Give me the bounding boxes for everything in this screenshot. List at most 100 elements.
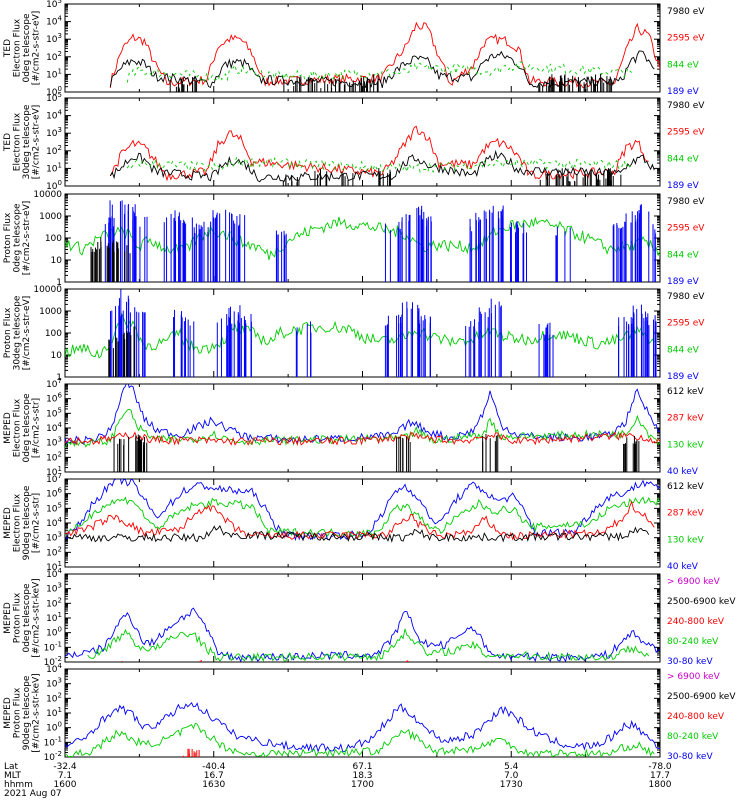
- y-tick-label: 101: [46, 560, 62, 573]
- y-axis-label-line: TED: [3, 133, 13, 152]
- tick-exponent: 2: [58, 545, 62, 553]
- y-axis-label-line: 0deg telescope: [22, 13, 32, 83]
- tick-exponent: 2: [58, 691, 62, 699]
- y-tick-label: 103: [46, 32, 62, 45]
- x-tick-label-lat: 5.4: [504, 762, 519, 772]
- plot-area: [65, 479, 660, 543]
- y-tick-label: 10-2: [44, 750, 62, 763]
- tick-base: 10: [46, 147, 58, 157]
- tick-exponent: 1: [58, 67, 62, 75]
- tick-exponent: 1: [58, 560, 62, 568]
- tick-base: 10: [46, 519, 58, 529]
- y-tick-label: 106: [46, 392, 62, 405]
- y-axis-label-line: [#/cm2-s-str-keV]: [32, 578, 42, 657]
- y-axis-label: MEPED Electron Flux 0deg telescope [#/cm2-s…: [3, 393, 42, 463]
- x-row-label: Lat: [4, 762, 19, 772]
- y-tick-label: 100: [46, 179, 62, 192]
- y-axis-label-line: MEPED: [3, 507, 13, 539]
- tick-exponent: 4: [58, 662, 63, 670]
- plot-area: [65, 289, 657, 377]
- y-tick-label: 100: [45, 234, 62, 244]
- series-2: [65, 496, 660, 539]
- legend-entry: 189 eV: [667, 372, 700, 382]
- tick-base: 10: [46, 0, 58, 10]
- tick-base: 10: [46, 129, 58, 139]
- y-tick-label: 101: [46, 611, 62, 624]
- y-tick-label: 10-1: [44, 640, 62, 653]
- y-axis-label-line: [#/cm2-s-str]: [32, 398, 42, 458]
- x-tick-label-hhmm: 1700: [351, 780, 374, 790]
- y-axis-label-line: Proton Flux: [13, 687, 23, 738]
- tick-base: 10: [44, 658, 56, 668]
- y-axis-label: MEPED Electron Flux 90deg telescope [#/cm2-…: [3, 485, 42, 560]
- tick-exponent: 0: [58, 626, 62, 634]
- tick-exponent: 2: [58, 596, 62, 604]
- y-axis-label-line: Electron Flux: [13, 18, 23, 77]
- y-tick-label: 10-1: [44, 735, 62, 748]
- y-axis-label-line: 30deg telescope: [13, 295, 23, 370]
- tick-exponent: 1: [58, 611, 62, 619]
- y-axis-label-line: Proton Flux: [3, 307, 13, 358]
- tick-exponent: -2: [55, 750, 62, 758]
- series-1: [65, 312, 655, 359]
- data-line: [109, 149, 655, 183]
- y-tick-label: 1000: [39, 212, 62, 222]
- y-tick-label: 102: [46, 691, 62, 704]
- tick-exponent: 2: [58, 450, 62, 458]
- y-tick-label: 102: [46, 450, 62, 463]
- legend-entry: 287 keV: [667, 414, 704, 424]
- y-tick-label: 103: [46, 436, 62, 449]
- legend-entry: 2595 eV: [667, 224, 705, 234]
- y-tick-label: 10000: [33, 190, 62, 200]
- data-line: [65, 384, 660, 446]
- y-tick-label: 100: [45, 329, 62, 339]
- x-tick-label-mlt: 16.7: [204, 771, 224, 781]
- panel-frame: [64, 478, 661, 568]
- y-tick-label: 106: [46, 487, 62, 500]
- y-axis-label-line: MEPED: [3, 412, 13, 444]
- series-2: [65, 408, 660, 449]
- tick-exponent: 5: [58, 0, 62, 5]
- legend-entry: 7980 eV: [667, 101, 705, 111]
- tick-exponent: -1: [55, 640, 62, 648]
- y-tick-label: 105: [46, 406, 62, 419]
- legend-entry: 844 eV: [667, 250, 700, 260]
- tick-base: 10: [46, 453, 58, 463]
- tick-base: 10: [46, 563, 58, 573]
- tick-base: 10: [46, 70, 58, 80]
- x-tick-label-hhmm: 1630: [202, 780, 225, 790]
- x-tick-label-lat: -32.4: [53, 762, 77, 772]
- data-line: [109, 125, 649, 182]
- data-line: [65, 607, 660, 662]
- tick-base: 10: [46, 614, 58, 624]
- y-axis-label-line: 30deg telescope: [22, 104, 32, 179]
- tick-base: 10: [44, 738, 56, 748]
- tick-base: 10: [46, 724, 58, 734]
- tick-exponent: 3: [58, 531, 62, 539]
- plot-area: [65, 607, 660, 662]
- y-tick-label: 102: [46, 545, 62, 558]
- tick-base: 10: [46, 112, 58, 122]
- data-line: [65, 702, 660, 753]
- data-line: [126, 61, 633, 83]
- series-2: [65, 722, 655, 757]
- tick-base: 10: [46, 504, 58, 514]
- y-tick-label: 104: [46, 567, 62, 580]
- series-2: [109, 289, 657, 377]
- y-axis-label-line: MEPED: [3, 602, 13, 634]
- tick-base: 10: [46, 709, 58, 719]
- y-axis-label: TED Electron Flux 30deg telescope [#/cm2-s-…: [3, 104, 42, 179]
- data-line: [65, 722, 655, 757]
- y-axis-label-line: Electron Flux: [13, 493, 23, 552]
- tick-exponent: 5: [58, 91, 62, 99]
- legend-entry: 2595 eV: [667, 128, 705, 138]
- tick-exponent: 5: [58, 406, 62, 414]
- y-axis-label-line: 0deg telescope: [22, 583, 32, 653]
- tick-base: 10: [46, 694, 58, 704]
- legend-entry: 240-800 keV: [667, 617, 725, 627]
